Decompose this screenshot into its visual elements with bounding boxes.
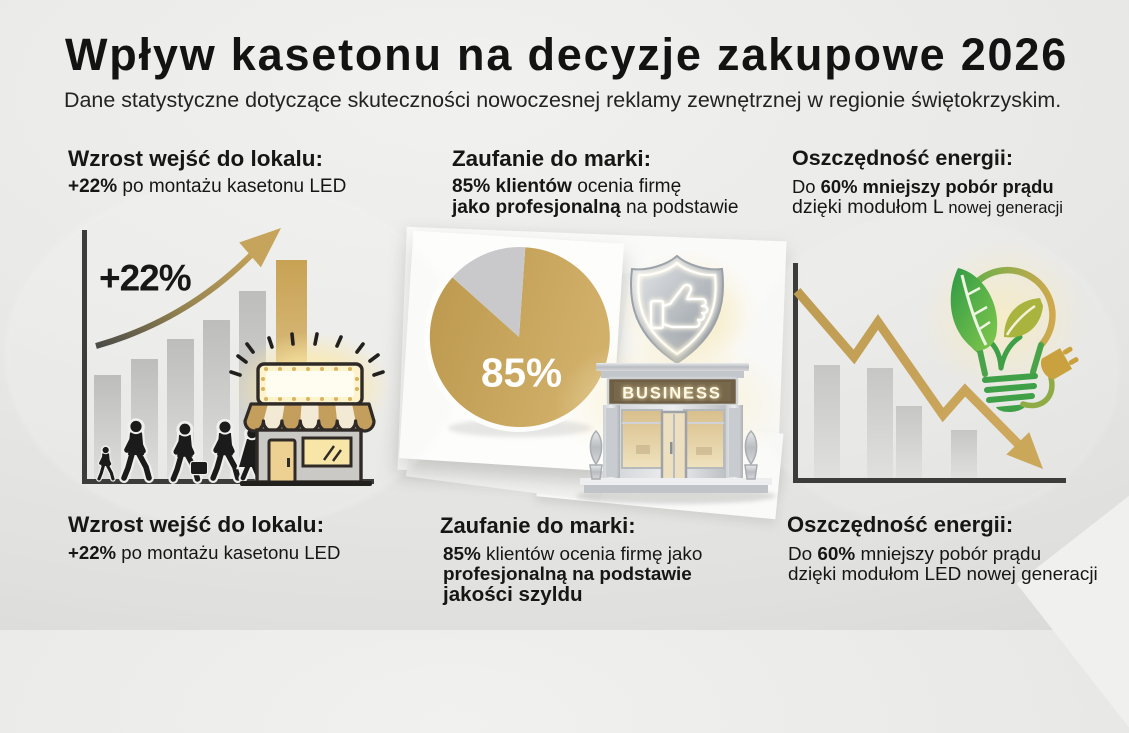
svg-text:85%: 85% <box>481 350 562 396</box>
svg-text:BUSINESS: BUSINESS <box>622 385 722 403</box>
svg-text:+22%: +22% <box>99 258 191 299</box>
svg-text:BUSINESS: BUSINESS <box>622 385 722 403</box>
